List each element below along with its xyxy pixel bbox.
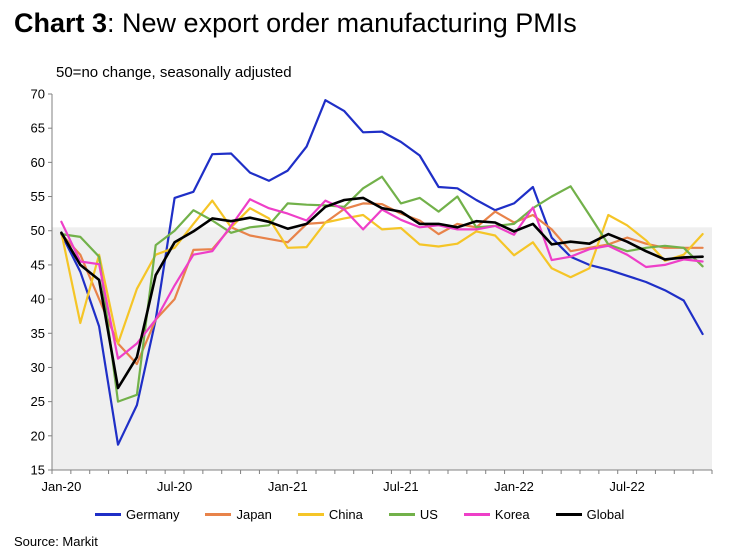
y-tick-label: 25 (31, 394, 45, 409)
series-line-china (60, 199, 704, 345)
legend-label-global: Global (586, 507, 625, 522)
series-line-japan (60, 202, 704, 366)
x-tick-label: Jan-20 (42, 479, 82, 494)
legend-swatch-korea (463, 513, 490, 516)
legend-swatch-japan (205, 513, 232, 516)
series-line-germany (60, 99, 704, 446)
y-tick-label: 15 (31, 463, 45, 478)
legend-label-japan: Japan (236, 507, 272, 522)
y-tick-label: 65 (31, 121, 45, 136)
chart-title-number: Chart 3 (14, 8, 108, 38)
legend-item-china: China (297, 507, 363, 522)
series-lines (60, 99, 704, 446)
legend-item-korea: Korea (463, 507, 530, 522)
x-axis: Jan-20 Jul-20 Jan-21 Jul-21 Jan-22 Jul-22 (42, 469, 713, 494)
x-tick-label: Jul-20 (157, 479, 192, 494)
legend-swatch-us (388, 513, 415, 516)
x-tick-label: Jul-21 (383, 479, 418, 494)
y-tick-label: 40 (31, 292, 45, 307)
y-tick-label: 35 (31, 326, 45, 341)
chart-title-text: : New export order manufacturing PMIs (107, 8, 577, 38)
legend-swatch-germany (95, 513, 121, 516)
chart-source: Source: Markit (14, 534, 98, 549)
y-tick-label: 55 (31, 189, 45, 204)
y-tick-label: 50 (31, 223, 45, 238)
legend-label-germany: Germany (126, 507, 180, 522)
chart-legend: Germany Japan China US Korea Global (95, 507, 650, 522)
legend-swatch-global (555, 513, 582, 516)
legend-item-japan: Japan (205, 507, 272, 522)
series-line-global (60, 196, 704, 390)
y-tick-label: 20 (31, 428, 45, 443)
y-tick-label: 45 (31, 257, 45, 272)
legend-item-us: US (388, 507, 438, 522)
legend-label-korea: Korea (494, 507, 530, 522)
legend-swatch-china (297, 513, 324, 516)
legend-item-germany: Germany (95, 507, 179, 522)
chart-title: Chart 3: New export order manufacturing … (14, 8, 577, 39)
y-axis: 15 20 25 30 35 40 45 50 55 60 65 70 (31, 87, 53, 478)
x-tick-label: Jan-22 (494, 479, 534, 494)
y-tick-label: 60 (31, 155, 45, 170)
x-tick-label: Jan-21 (268, 479, 308, 494)
x-tick-label: Jul-22 (609, 479, 644, 494)
legend-label-us: US (419, 507, 438, 522)
y-tick-label: 30 (31, 360, 45, 375)
legend-label-china: China (328, 507, 363, 522)
legend-item-global: Global (555, 507, 625, 522)
series-line-us (60, 175, 704, 403)
chart-subtitle: 50=no change, seasonally adjusted (56, 64, 292, 81)
y-tick-label: 70 (31, 87, 45, 102)
